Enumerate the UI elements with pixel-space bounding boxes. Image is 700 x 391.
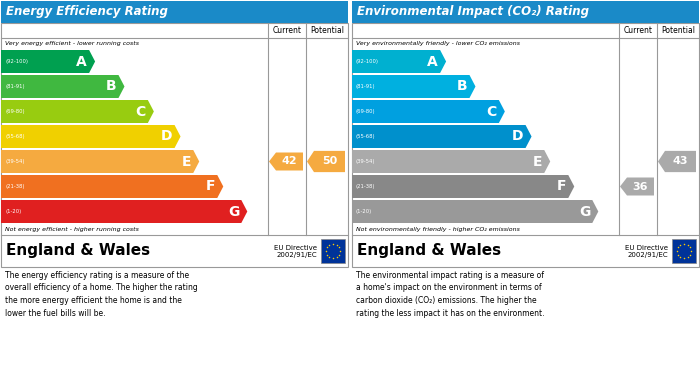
Polygon shape <box>1 200 247 223</box>
Polygon shape <box>269 152 303 170</box>
Polygon shape <box>1 100 154 123</box>
Text: 43: 43 <box>673 156 688 167</box>
Polygon shape <box>1 50 95 73</box>
Text: (1-20): (1-20) <box>5 209 21 214</box>
Text: (92-100): (92-100) <box>5 59 28 64</box>
Text: 42: 42 <box>281 156 298 167</box>
Text: (81-91): (81-91) <box>5 84 24 89</box>
Text: (21-38): (21-38) <box>5 184 24 189</box>
Text: Potential: Potential <box>310 26 344 35</box>
Polygon shape <box>1 175 223 198</box>
Polygon shape <box>352 75 475 98</box>
Polygon shape <box>658 151 696 172</box>
Polygon shape <box>352 100 505 123</box>
FancyBboxPatch shape <box>1 23 348 267</box>
Text: D: D <box>512 129 524 143</box>
Text: G: G <box>579 204 590 219</box>
Text: (69-80): (69-80) <box>5 109 24 114</box>
FancyBboxPatch shape <box>352 23 699 267</box>
Text: 50: 50 <box>322 156 337 167</box>
Polygon shape <box>620 178 654 196</box>
Text: (55-68): (55-68) <box>5 134 24 139</box>
Text: Not energy efficient - higher running costs: Not energy efficient - higher running co… <box>5 227 139 232</box>
Text: The environmental impact rating is a measure of
a home's impact on the environme: The environmental impact rating is a mea… <box>356 271 545 317</box>
Polygon shape <box>352 150 550 173</box>
Text: C: C <box>486 104 497 118</box>
FancyBboxPatch shape <box>352 1 699 23</box>
FancyBboxPatch shape <box>672 239 696 263</box>
Text: Potential: Potential <box>661 26 695 35</box>
Text: C: C <box>136 104 146 118</box>
FancyBboxPatch shape <box>1 1 348 23</box>
Polygon shape <box>1 75 125 98</box>
Text: (39-54): (39-54) <box>5 159 24 164</box>
Text: (39-54): (39-54) <box>356 159 375 164</box>
Text: D: D <box>161 129 173 143</box>
Text: England & Wales: England & Wales <box>6 244 150 258</box>
Text: (69-80): (69-80) <box>356 109 376 114</box>
Polygon shape <box>352 125 531 148</box>
Text: Not environmentally friendly - higher CO₂ emissions: Not environmentally friendly - higher CO… <box>356 227 520 232</box>
Text: G: G <box>228 204 239 219</box>
Text: B: B <box>457 79 468 93</box>
Polygon shape <box>352 200 598 223</box>
Text: The energy efficiency rating is a measure of the
overall efficiency of a home. T: The energy efficiency rating is a measur… <box>5 271 197 317</box>
Text: Energy Efficiency Rating: Energy Efficiency Rating <box>6 5 168 18</box>
Text: EU Directive
2002/91/EC: EU Directive 2002/91/EC <box>274 244 317 258</box>
Text: A: A <box>428 54 438 68</box>
Text: E: E <box>182 154 191 169</box>
Text: EU Directive
2002/91/EC: EU Directive 2002/91/EC <box>625 244 668 258</box>
Text: (21-38): (21-38) <box>356 184 375 189</box>
Polygon shape <box>352 50 446 73</box>
Text: Very energy efficient - lower running costs: Very energy efficient - lower running co… <box>5 41 139 46</box>
Text: (1-20): (1-20) <box>356 209 372 214</box>
Text: A: A <box>76 54 87 68</box>
Text: 36: 36 <box>633 181 648 192</box>
Text: (92-100): (92-100) <box>356 59 379 64</box>
Text: Very environmentally friendly - lower CO₂ emissions: Very environmentally friendly - lower CO… <box>356 41 520 46</box>
Text: (55-68): (55-68) <box>356 134 376 139</box>
Polygon shape <box>307 151 345 172</box>
Polygon shape <box>1 125 181 148</box>
Text: (81-91): (81-91) <box>356 84 376 89</box>
Text: F: F <box>206 179 216 194</box>
Polygon shape <box>1 150 199 173</box>
Polygon shape <box>352 175 574 198</box>
Text: England & Wales: England & Wales <box>357 244 501 258</box>
FancyBboxPatch shape <box>321 239 345 263</box>
Text: E: E <box>533 154 542 169</box>
Text: Current: Current <box>624 26 652 35</box>
Text: B: B <box>106 79 116 93</box>
Text: Environmental Impact (CO₂) Rating: Environmental Impact (CO₂) Rating <box>357 5 589 18</box>
Text: F: F <box>556 179 566 194</box>
Text: Current: Current <box>272 26 302 35</box>
